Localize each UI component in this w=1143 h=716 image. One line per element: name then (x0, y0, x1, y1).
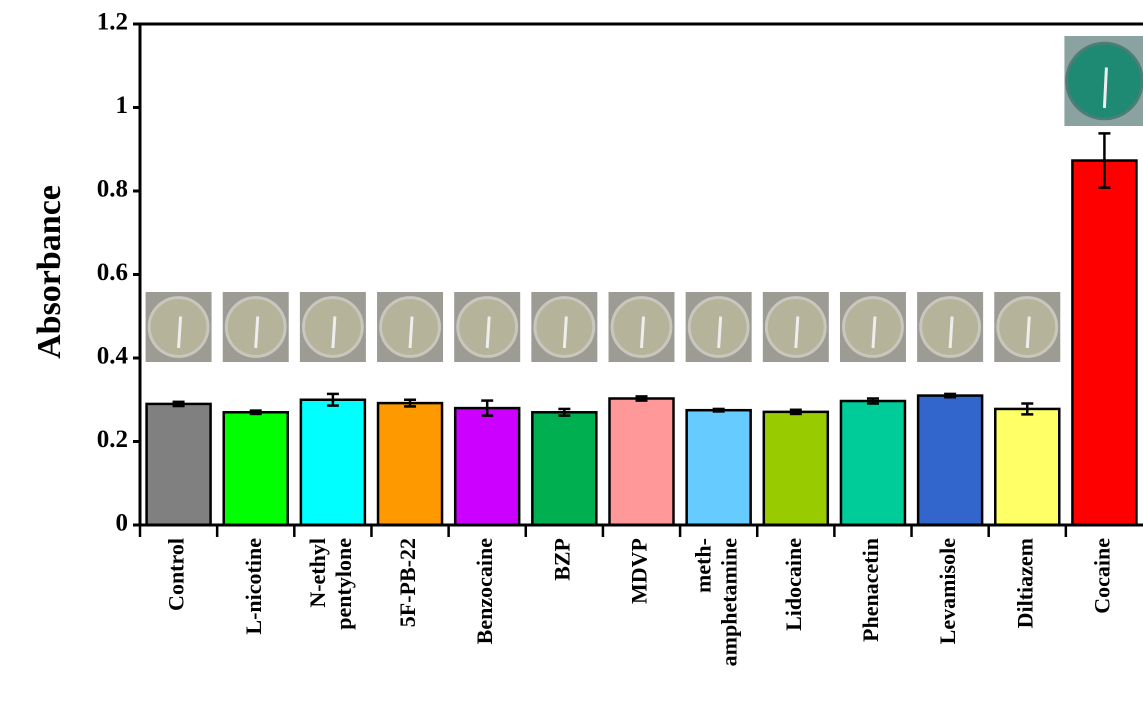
bar (531, 411, 598, 527)
x-tick-label: meth-amphetamine (691, 538, 742, 667)
error-bar (866, 397, 879, 405)
well-glare (1102, 67, 1108, 109)
bar (1071, 159, 1138, 527)
x-tick-label-line: pentylone (331, 538, 356, 630)
error-bar (249, 409, 262, 416)
well-glare (717, 316, 723, 349)
well-photo (222, 292, 289, 362)
well-glare (794, 316, 800, 349)
x-tick-label: MDVP (627, 538, 652, 604)
y-tick-label: 0.4 (97, 343, 129, 370)
x-tick-label: Cocaine (1089, 538, 1114, 614)
bar (299, 398, 367, 527)
well-photo (839, 292, 906, 362)
error-bar (712, 407, 725, 413)
error-bar (326, 392, 339, 407)
well-glare (871, 316, 877, 349)
bar (685, 408, 752, 527)
x-tick-label: Benzocaine (472, 538, 497, 645)
x-tick-label-line: N-ethyl (305, 538, 330, 608)
y-tick-label: 0.6 (97, 259, 128, 286)
well-glare (331, 316, 337, 349)
x-tick-label-line: amphetamine (717, 538, 742, 667)
bar (994, 407, 1061, 527)
bar (453, 406, 521, 527)
y-tick-label: 1.2 (97, 9, 128, 36)
well-glare (408, 316, 414, 349)
well-photo (685, 292, 752, 362)
well-photo (917, 292, 984, 362)
bar (839, 399, 907, 527)
well-photo (299, 292, 366, 362)
error-bar (404, 398, 417, 408)
x-tick-label: BZP (549, 538, 574, 581)
well-photo (377, 292, 444, 362)
well-glare (485, 316, 491, 349)
x-tick-label: Levamisole (935, 538, 960, 645)
well-glare (1025, 316, 1031, 349)
well-photo (454, 292, 521, 362)
x-tick-label: L-nicotine (241, 538, 266, 635)
well-glare (177, 316, 183, 349)
y-axis-label: Absorbance (31, 185, 68, 359)
x-tick-label: N-ethylpentylone (305, 538, 356, 630)
well-photo (1064, 36, 1143, 126)
bar (376, 401, 444, 527)
x-tick-label: Phenacetin (858, 538, 883, 642)
well-glare (254, 316, 260, 349)
x-tick-label-line: meth- (691, 538, 716, 593)
error-bar (944, 392, 957, 399)
error-bar (481, 399, 494, 417)
well-photo (762, 292, 829, 362)
bar (145, 402, 212, 527)
x-tick-label: Lidocaine (781, 538, 806, 631)
error-bar (1021, 402, 1034, 416)
well-photo (994, 292, 1061, 362)
y-tick-label: 1 (116, 92, 129, 119)
bar (608, 397, 675, 527)
error-bar (1098, 132, 1111, 189)
well-glare (948, 316, 954, 349)
bar (762, 410, 830, 527)
x-tick-label: Diltiazem (1012, 538, 1037, 628)
error-bar (172, 400, 185, 408)
error-bar (635, 395, 648, 402)
well-photo (608, 292, 675, 362)
well-photo (145, 292, 212, 362)
bar (222, 411, 289, 527)
well-glare (562, 316, 568, 349)
bar (916, 394, 984, 527)
error-bar (789, 408, 802, 416)
well-photo (531, 292, 598, 362)
y-tick-label: 0.2 (97, 426, 128, 453)
y-tick-label: 0.8 (97, 176, 128, 203)
y-tick-label: 0 (116, 510, 129, 537)
error-bar (558, 407, 571, 417)
x-tick-label: 5F-PB-22 (395, 538, 420, 627)
x-tick-label: Control (164, 538, 189, 611)
well-glare (640, 316, 645, 349)
